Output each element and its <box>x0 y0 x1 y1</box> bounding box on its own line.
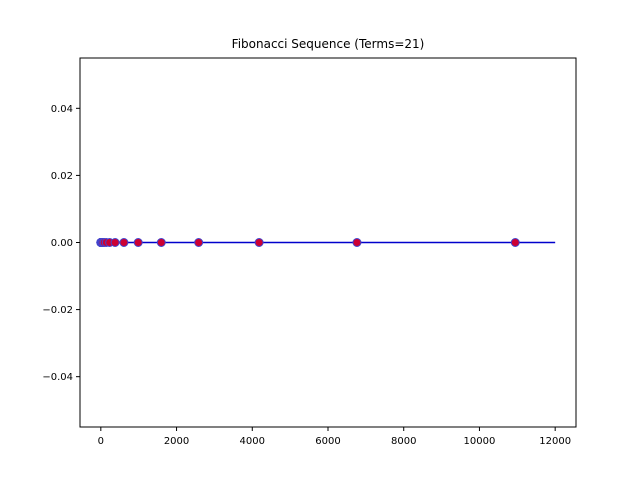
x-tick-label: 8000 <box>391 436 416 447</box>
x-tick-label: 2000 <box>164 436 189 447</box>
y-tick-label: −0.02 <box>42 305 73 316</box>
x-tick-label: 10000 <box>464 436 496 447</box>
data-point <box>352 238 362 247</box>
y-tick-label: 0.04 <box>51 104 73 115</box>
data-point <box>110 238 120 247</box>
y-tick-label: 0.00 <box>51 238 73 249</box>
y-tick-label: 0.02 <box>51 171 73 182</box>
x-tick-label: 6000 <box>315 436 340 447</box>
data-point <box>510 238 520 247</box>
y-tick-label: −0.04 <box>42 372 73 383</box>
x-tick-label: 12000 <box>539 436 571 447</box>
x-tick-label: 4000 <box>240 436 265 447</box>
data-point <box>156 238 166 247</box>
series-layer <box>96 238 556 247</box>
chart-title: Fibonacci Sequence (Terms=21) <box>232 37 425 51</box>
x-axis: 0 2000 4000 6000 8000 10000 12000 <box>98 427 571 447</box>
y-axis: 0.04 0.02 0.00 −0.02 −0.04 <box>42 104 80 383</box>
x-tick-label: 0 <box>98 436 104 447</box>
data-point <box>194 238 204 247</box>
data-point <box>119 238 129 247</box>
data-point <box>254 238 264 247</box>
data-point <box>133 238 143 247</box>
